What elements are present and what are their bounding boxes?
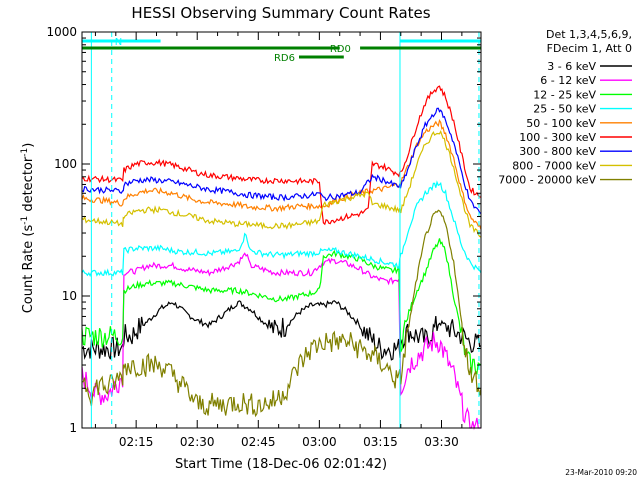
- x-tick-label: 03:30: [424, 435, 459, 449]
- y-axis-label: Count Rate (s-1 detector-1): [20, 143, 36, 314]
- y-axis-label-end: ): [21, 143, 36, 148]
- legend-entry-label: 25 - 50 keV: [533, 103, 596, 116]
- series-line-3: [81, 238, 482, 375]
- legend-header-line1: Det 1,3,4,5,6,9,: [546, 28, 632, 41]
- y-tick-label: 100: [54, 157, 77, 171]
- legend-entry-label: 50 - 100 keV: [526, 117, 596, 130]
- y-tick-label: 1000: [46, 25, 77, 39]
- legend-entry-label: 3 - 6 keV: [547, 60, 596, 73]
- x-tick-label: 03:15: [363, 435, 398, 449]
- x-tick-label: 02:30: [180, 435, 215, 449]
- plot-area: N RD0 RD6 02:15 02:30 02:45 03:00 03:15 03:30 1 10…: [46, 25, 482, 449]
- footer-date: 23-Mar-2010 09:20: [565, 468, 637, 477]
- legend-header-line2: FDecim 1, Att 0: [547, 42, 632, 55]
- flag-label-n: N: [115, 37, 122, 48]
- legend-entry-label: 800 - 7000 keV: [512, 159, 596, 172]
- legend-entry-label: 12 - 25 keV: [533, 88, 596, 101]
- flag-label-rd0: RD0: [330, 44, 351, 55]
- y-tick-label: 1: [69, 421, 77, 435]
- y-axis-label-sup1: -1: [20, 216, 30, 225]
- y-tick-label: 10: [62, 289, 77, 303]
- series-line-6: [81, 85, 482, 226]
- x-tick-label: 02:45: [241, 435, 276, 449]
- legend: Det 1,3,4,5,6,9, FDecim 1, Att 0 3 - 6 k…: [498, 28, 632, 187]
- series-line-8: [81, 129, 482, 238]
- series-line-9: [81, 209, 482, 418]
- legend-entry-label: 6 - 12 keV: [540, 74, 596, 87]
- x-tick-label: 03:00: [302, 435, 337, 449]
- series-line-4: [81, 180, 482, 277]
- y-axis-label-sup2: -1: [20, 148, 30, 157]
- x-tick-label: 02:15: [119, 435, 154, 449]
- y-axis-label-base: Count Rate (s: [21, 225, 36, 314]
- chart-title: HESSI Observing Summary Count Rates: [131, 4, 430, 22]
- series-line-2: [81, 252, 481, 431]
- flag-label-rd6: RD6: [274, 53, 295, 64]
- y-axis-label-mid: detector: [21, 156, 36, 216]
- series-line-7: [81, 107, 482, 215]
- plot-frame: [81, 31, 482, 429]
- legend-entry-label: 100 - 300 keV: [519, 131, 596, 144]
- legend-entry-label: 7000 - 20000 keV: [498, 174, 596, 187]
- legend-entry-label: 300 - 800 keV: [519, 145, 596, 158]
- x-axis-label: Start Time (18-Dec-06 02:01:42): [175, 457, 387, 472]
- series-line-1: [81, 300, 482, 361]
